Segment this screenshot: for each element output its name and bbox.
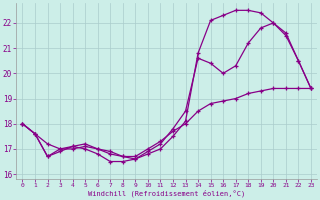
X-axis label: Windchill (Refroidissement éolien,°C): Windchill (Refroidissement éolien,°C) — [88, 190, 245, 197]
